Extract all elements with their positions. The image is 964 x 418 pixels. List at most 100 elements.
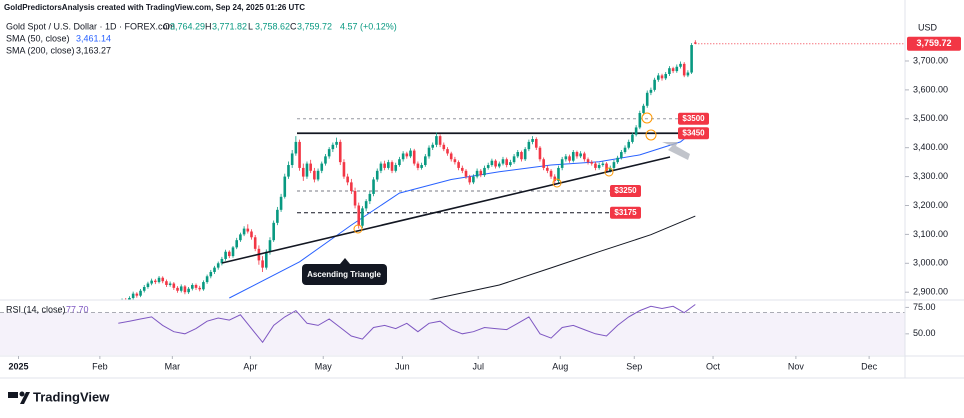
callout-box	[302, 264, 387, 285]
candle-body	[575, 152, 579, 157]
candle-body	[501, 159, 505, 164]
y-tick-label: 3,200.00	[913, 200, 948, 210]
marker	[604, 167, 614, 177]
candle-body	[694, 42, 697, 44]
candle-body	[638, 113, 642, 128]
rsi-legend-name: RSI (14, close)	[6, 304, 66, 314]
candle-body	[512, 156, 516, 163]
candle-body	[209, 271, 213, 277]
candle-body	[412, 150, 416, 164]
candle-body	[568, 156, 571, 161]
candle-body	[390, 162, 394, 171]
candle-body	[546, 167, 549, 171]
candle-body	[294, 141, 298, 154]
candle-body	[483, 167, 486, 176]
candle-body	[438, 136, 442, 145]
candle-body	[135, 293, 139, 296]
candle-body	[239, 234, 242, 241]
candle-body	[671, 68, 675, 72]
rsi-tick-label: 50.00	[913, 328, 936, 338]
candle-body	[453, 159, 457, 163]
x-tick-label: Jul	[472, 361, 484, 371]
candle-body	[264, 251, 268, 268]
candle-body	[475, 170, 479, 177]
candle-body	[653, 79, 656, 90]
candle-body	[627, 141, 631, 148]
candle-body	[538, 147, 542, 160]
candle-body	[364, 201, 368, 209]
candle-body	[420, 165, 423, 168]
price-pane	[121, 40, 697, 300]
candle-body	[594, 163, 597, 168]
candle-body	[612, 162, 616, 168]
candle-body	[142, 286, 146, 291]
candle-body	[531, 139, 534, 142]
candle-body	[457, 162, 460, 168]
candle-body	[424, 156, 427, 166]
candle-body	[409, 150, 412, 157]
y-tick-label: 3,000.00	[913, 258, 948, 268]
level-tag	[610, 185, 641, 198]
candle-body	[686, 72, 690, 76]
candle-body	[298, 141, 301, 168]
candle-body	[679, 63, 682, 67]
rsi-pane	[0, 304, 909, 355]
candle-body	[361, 208, 364, 226]
candle-body	[464, 170, 468, 177]
callout-pointer	[340, 258, 350, 264]
candle-body	[287, 165, 290, 177]
candle-body	[154, 280, 157, 283]
candle-body	[213, 267, 216, 272]
candle-body	[220, 258, 224, 264]
x-tick-label: Mar	[165, 361, 181, 371]
candle-body	[242, 228, 246, 235]
x-tick-label: Aug	[552, 361, 568, 371]
rsi-tick-label: 75.00	[913, 302, 936, 312]
x-tick-label: Apr	[243, 361, 257, 371]
change: 4.57 (+0.12%)	[340, 21, 397, 31]
candle-body	[283, 176, 287, 197]
candle-body	[516, 152, 520, 157]
candle-body	[634, 127, 638, 135]
candle-body	[649, 89, 653, 93]
candle-body	[216, 263, 220, 268]
candle-body	[368, 193, 372, 202]
candle-body	[320, 163, 324, 171]
level-tag	[678, 112, 709, 125]
callout-text: Ascending Triangle	[307, 270, 381, 279]
candle-body	[468, 176, 471, 183]
level-tag	[678, 127, 709, 140]
candle-body	[357, 205, 361, 226]
candle-body	[379, 163, 383, 171]
candle-body	[139, 290, 142, 296]
candle-body	[176, 287, 179, 291]
candle-body	[523, 149, 527, 160]
x-tick-label: May	[315, 361, 333, 371]
pointer-arrow	[662, 142, 690, 160]
candle-body	[571, 152, 575, 161]
candle-body	[405, 153, 409, 157]
marker	[552, 178, 562, 188]
x-tick-label: Nov	[788, 361, 805, 371]
candle-body	[191, 284, 194, 289]
candle-body	[616, 157, 619, 163]
candle-body	[335, 141, 338, 145]
candle-body	[660, 75, 664, 79]
candle-body	[623, 147, 627, 153]
candle-body	[331, 144, 335, 150]
candle-body	[272, 222, 275, 241]
candle-body	[128, 297, 131, 300]
x-tick-label: Dec	[861, 361, 878, 371]
candle-body	[509, 162, 512, 166]
candle-body	[435, 136, 438, 145]
ohlc-key: H	[205, 21, 212, 31]
last-price-tag	[907, 36, 961, 51]
candle-body	[305, 163, 309, 177]
ohlc-key: L	[248, 21, 253, 31]
legend-value: 3,461.14	[76, 33, 111, 43]
candle-body	[387, 162, 390, 168]
candle-body	[549, 170, 553, 177]
candle-body	[194, 284, 198, 288]
ohlc-key: O	[163, 21, 170, 31]
